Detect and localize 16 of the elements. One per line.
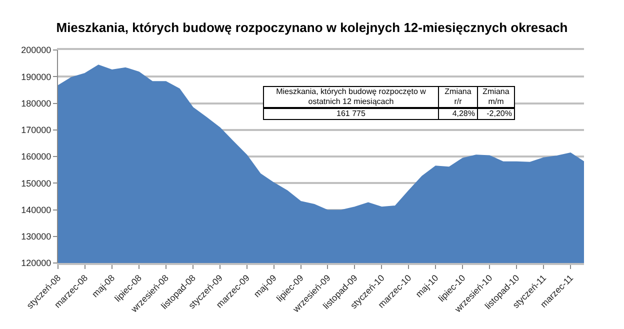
annotation: 161 775 [264, 108, 438, 120]
annotation: Mieszkania, których budowę rozpoczęto w ostatnich 12 miesiącach [264, 86, 438, 108]
y-tick-label: 190000 [21, 72, 52, 82]
annotation: 4,28% [438, 108, 478, 120]
y-tick-label: 140000 [21, 204, 52, 215]
annotation: Zmiana m/m [478, 86, 514, 108]
y-tick-label: 160000 [21, 152, 52, 162]
annotation: Zmiana r/r [438, 86, 478, 108]
y-tick-label: 120000 [21, 258, 52, 268]
y-tick-label: 200000 [21, 45, 52, 56]
chart-title: Mieszkania, których budowę rozpoczynano w kolejnych 12-miesięcznych okresach [56, 20, 568, 36]
y-tick-label: 150000 [21, 178, 52, 188]
y-tick-label: 130000 [21, 232, 52, 242]
y-tick-label: 170000 [21, 125, 52, 136]
y-tick-label: 180000 [21, 98, 52, 108]
annotation: -2,20% [478, 108, 514, 120]
